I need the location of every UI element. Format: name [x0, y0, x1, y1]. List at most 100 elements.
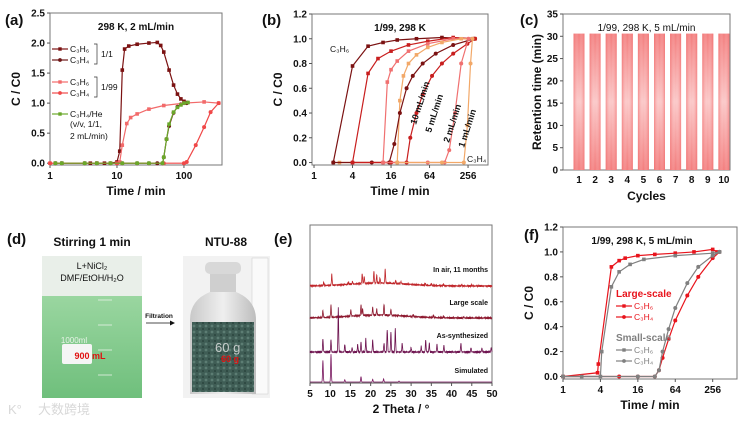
legend-marker [58, 80, 62, 84]
pattern-label: In air, 11 months [433, 267, 488, 274]
x-tick-label: 100 [176, 171, 193, 182]
data-point [175, 92, 180, 96]
data-point [451, 36, 456, 41]
x-tick-label: 10 [111, 171, 123, 182]
y-tick-label: 0.4 [544, 322, 558, 333]
jar-mass-label: 60 g [221, 354, 239, 364]
data-point [397, 111, 402, 116]
data-point [692, 250, 696, 254]
data-point [452, 111, 457, 116]
data-point [710, 251, 715, 255]
panel-label-b: (b) [262, 12, 281, 29]
data-point [642, 257, 646, 262]
legend-marker [622, 359, 626, 363]
data-point [609, 265, 614, 269]
data-point [381, 160, 386, 165]
data-point [451, 42, 456, 47]
x-axis-label: Time / min [370, 184, 429, 198]
y-axis-label: C / C0 [271, 72, 285, 106]
data-point [414, 53, 419, 57]
data-point [135, 161, 139, 165]
x-tick-label: 64 [424, 171, 436, 182]
data-point [164, 137, 169, 141]
data-point [389, 67, 393, 72]
data-point [596, 362, 601, 366]
data-point [208, 110, 213, 115]
legend-marker [622, 348, 626, 352]
data-point [433, 51, 438, 56]
data-point [673, 318, 678, 323]
photo-right-title: NTU-88 [205, 235, 247, 249]
y-tick-label: 0.6 [293, 84, 307, 95]
legend-marker [58, 91, 62, 95]
data-point [395, 160, 400, 165]
data-point [468, 61, 473, 66]
annotation-flow-rate: 5 mL/min [423, 93, 445, 134]
legend-marker [622, 304, 626, 308]
x-tick-label: 4 [598, 385, 604, 396]
legend-group-label: Small-scale [616, 333, 671, 344]
x-tick-label: 20 [365, 389, 377, 400]
data-point [59, 161, 64, 165]
plot-frame [311, 13, 489, 166]
data-point [158, 43, 163, 48]
x-axis-label: Time / min [620, 398, 679, 412]
legend-group-label: 1/99 [101, 82, 118, 92]
annotation-c3h6: C₃H₆ [330, 44, 349, 54]
y-tick-label: 1.2 [293, 10, 307, 21]
x-tick-label: 3 [608, 175, 614, 186]
legend-group-label: 1/1 [101, 49, 113, 59]
data-point [392, 141, 397, 146]
data-point [124, 121, 129, 126]
data-point [128, 115, 133, 120]
y-tick-label: 0.8 [544, 272, 558, 283]
data-point [609, 285, 614, 289]
legend-marker [58, 47, 62, 51]
data-point [635, 374, 640, 379]
y-tick-label: 0.2 [293, 133, 307, 144]
y-tick-label: 0.0 [31, 159, 45, 170]
photo-panel-d: Stirring 1 min NTU-88 L+NiCl₂ DMF/EtOH/H… [8, 235, 270, 417]
beaker-graduations [98, 299, 112, 376]
beaker-volume-label: 900 mL [74, 351, 106, 361]
series-line [397, 38, 474, 164]
y-tick-label: 35 [547, 10, 559, 21]
series-line [333, 38, 475, 164]
data-point [660, 349, 665, 354]
y-axis-label: C / C0 [9, 72, 23, 106]
data-point [717, 249, 722, 254]
data-point [202, 125, 207, 130]
legend-note: 2 mL/min) [70, 131, 108, 141]
data-point [414, 36, 419, 41]
x-tick-label: 1 [311, 171, 317, 182]
y-tick-label: 0.0 [544, 372, 558, 383]
y-tick-label: 1.0 [293, 34, 307, 45]
pxrd-pattern [309, 307, 493, 355]
legend-bracket [94, 43, 98, 65]
x-tick-label: 256 [460, 171, 477, 182]
bar-shade [718, 33, 730, 171]
chart-a-breakthrough: 1 10 100 0.0 0.5 1.0 1.5 2.0 2.5 Time / min C / C0… [9, 9, 223, 198]
y-axis-label: C / C0 [522, 286, 536, 320]
data-point [202, 100, 206, 104]
legend-bracket [94, 76, 98, 98]
y-tick-label: 1.0 [544, 247, 558, 258]
data-point [406, 43, 411, 47]
data-point [331, 160, 336, 165]
data-point [120, 143, 125, 147]
x-tick-label: 16 [632, 385, 644, 396]
legend-label: C₃H₄ [70, 88, 90, 98]
data-point [459, 36, 463, 41]
data-point [171, 83, 176, 87]
y-tick-label: 15 [547, 99, 559, 110]
series-line [351, 36, 476, 163]
data-point [167, 122, 171, 126]
chart-e-pxrd: 5 10 15 20 25 30 35 40 45 50 2 Theta / ° In air, 11… [307, 224, 498, 416]
legend-label: C₃H₆ [70, 77, 89, 87]
data-point [385, 80, 390, 84]
data-point [465, 123, 470, 128]
x-tick-label: 15 [345, 389, 357, 400]
data-point [389, 49, 393, 53]
